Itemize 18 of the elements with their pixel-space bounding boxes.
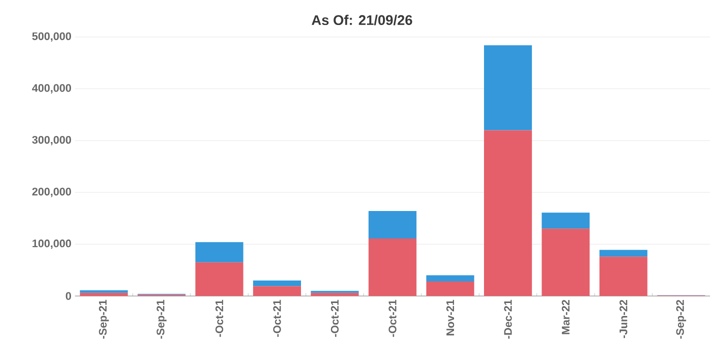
y-tick-label: 100,000 bbox=[32, 240, 72, 249]
x-tick-label: -Dec-21 bbox=[504, 300, 512, 339]
x-tick-label: Mar-22 bbox=[562, 300, 570, 334]
x-tick-label: -Jun-22 bbox=[620, 300, 628, 338]
x-tick-label: -Sep-21 bbox=[156, 300, 167, 339]
x-tick-label: -Sep-21 bbox=[98, 300, 109, 339]
x-tick-label: -Oct-21 bbox=[215, 300, 224, 337]
y-tick-label: 0 bbox=[66, 292, 72, 300]
y-tick-label: 400,000 bbox=[32, 84, 72, 94]
y-tick-label: 200,000 bbox=[32, 188, 72, 198]
x-tick-label: Nov-21 bbox=[446, 300, 454, 336]
chart-title: As Of: 21/09/26 bbox=[312, 14, 412, 26]
x-tick-label: -Oct-21 bbox=[330, 300, 339, 337]
y-tick-label: 300,000 bbox=[32, 136, 72, 146]
x-tick-label: -Sep-22 bbox=[676, 300, 686, 339]
x-tick-label: -Oct-21 bbox=[388, 300, 396, 337]
x-tick-label: -Oct-21 bbox=[273, 300, 281, 337]
y-tick-label: 500,000 bbox=[32, 32, 72, 42]
